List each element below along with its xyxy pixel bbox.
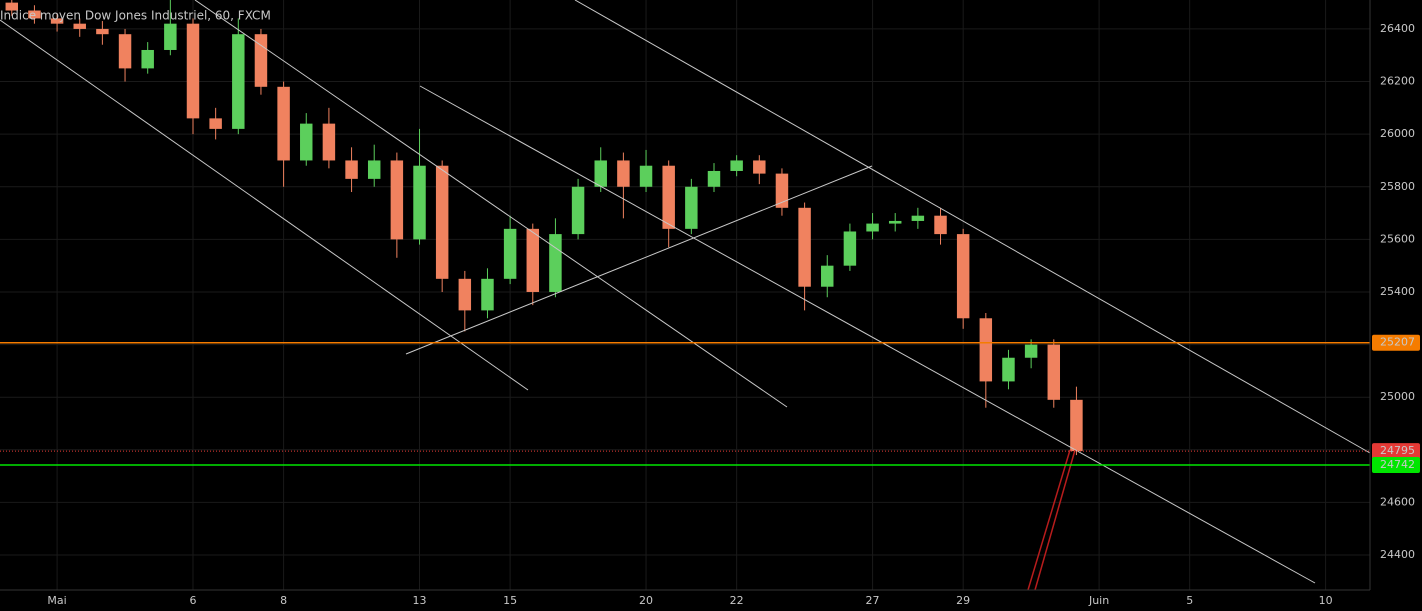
candle-body: [934, 215, 947, 235]
x-tick-label: 22: [730, 594, 744, 607]
y-tick-label: 25400: [1380, 285, 1415, 298]
y-tick-label: 26200: [1380, 75, 1415, 88]
candle-body: [277, 86, 290, 161]
trendline: [405, 165, 873, 355]
candle-body: [1024, 344, 1038, 358]
candle-body: [956, 234, 970, 319]
candle-body: [481, 278, 494, 311]
candle-body: [1002, 357, 1015, 382]
candle-body: [571, 186, 585, 235]
x-tick-label: 27: [866, 594, 880, 607]
candle-body: [730, 160, 743, 171]
candle-body: [118, 34, 132, 69]
y-tick-label: 25800: [1380, 180, 1415, 193]
candle-body: [888, 220, 902, 224]
x-tick-label: 6: [189, 594, 196, 607]
candle-body: [594, 160, 607, 187]
candle-body: [345, 160, 358, 179]
x-tick-label: Juin: [1088, 594, 1109, 607]
candle-body: [232, 34, 245, 129]
x-tick-label: 8: [280, 594, 287, 607]
candle-body: [775, 173, 789, 208]
candle-body: [435, 165, 449, 279]
candle-body: [322, 123, 336, 161]
candle-body: [50, 18, 64, 24]
chart-title: Indice moyen Dow Jones Industriel, 60, F…: [0, 9, 271, 23]
x-tick-label: Mai: [47, 594, 66, 607]
levels: [0, 341, 1370, 466]
level-label: 24742: [1380, 458, 1415, 471]
trendline: [419, 85, 1316, 584]
candles: [5, 0, 1083, 456]
level-label: 24795: [1380, 444, 1415, 457]
candle-body: [526, 228, 540, 292]
trendline: [574, 0, 1371, 454]
level-label-box: [1372, 334, 1420, 351]
trendline: [0, 19, 529, 391]
candle-body: [186, 23, 200, 119]
y-tick-label: 26000: [1380, 127, 1415, 140]
candle-body: [413, 165, 426, 240]
projection: [1027, 449, 1076, 591]
y-tick-label: 25000: [1380, 390, 1415, 403]
trendlines: [0, 0, 1371, 584]
candle-body: [617, 160, 630, 187]
candle-body: [503, 228, 517, 279]
trendline: [194, 0, 788, 408]
candle-body: [367, 160, 381, 179]
candle-body: [662, 165, 675, 229]
candle-body: [843, 231, 857, 266]
candle-body: [5, 2, 19, 11]
x-tick-label: 29: [956, 594, 970, 607]
x-tick-label: 20: [639, 594, 653, 607]
candle-body: [458, 278, 472, 311]
x-tick-label: 5: [1186, 594, 1193, 607]
candle-body: [1070, 399, 1083, 452]
candle-body: [866, 223, 879, 232]
axes: 2440024600248002500025200254002560025800…: [47, 22, 1420, 607]
candle-body: [1047, 344, 1061, 400]
level-label: 25207: [1380, 336, 1415, 349]
candle-body: [96, 28, 109, 35]
candle-body: [300, 123, 313, 161]
candle-body: [979, 318, 993, 382]
projection-line: [1034, 449, 1076, 591]
x-tick-label: 15: [503, 594, 517, 607]
level-label-box: [1372, 457, 1420, 474]
candle-body: [28, 10, 41, 19]
candle-body: [164, 23, 177, 50]
candle-body: [141, 49, 154, 69]
candle-body: [73, 23, 86, 29]
y-tick-label: 25600: [1380, 232, 1415, 245]
x-tick-label: 13: [413, 594, 427, 607]
y-tick-label: 24600: [1380, 495, 1415, 508]
grid: [0, 0, 1370, 590]
candle-body: [639, 165, 653, 187]
candle-body: [821, 265, 834, 287]
candle-body: [707, 170, 721, 187]
candle-body: [685, 186, 698, 229]
candle-body: [798, 207, 811, 287]
y-tick-label: 24400: [1380, 548, 1415, 561]
candle-body: [911, 215, 925, 221]
candle-body: [209, 118, 222, 129]
candle-body: [549, 234, 562, 292]
candle-body: [390, 160, 404, 240]
y-tick-label: 26400: [1380, 22, 1415, 35]
candle-body: [753, 160, 766, 174]
x-tick-label: 10: [1319, 594, 1333, 607]
projection-line: [1027, 449, 1071, 591]
level-label-box: [1372, 443, 1420, 460]
